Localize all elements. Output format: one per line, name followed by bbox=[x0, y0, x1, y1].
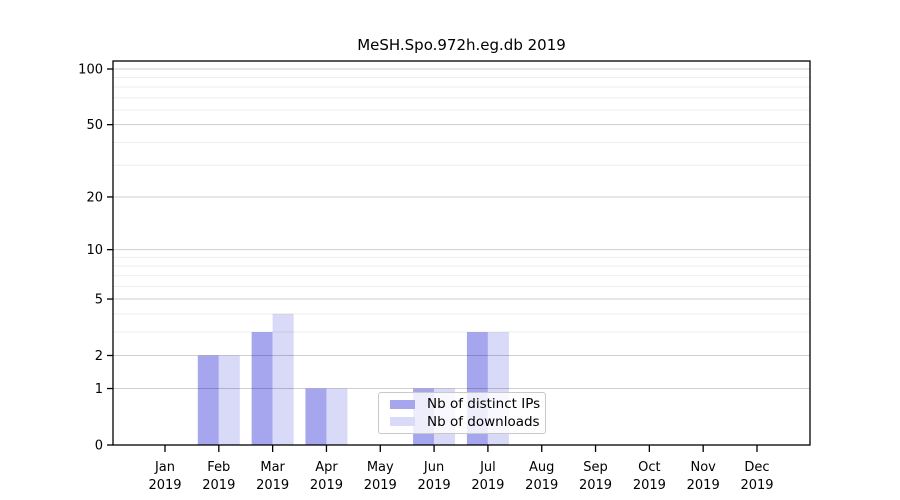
bar-distinct-ips-apr bbox=[305, 388, 327, 445]
bar-downloads-mar bbox=[272, 313, 294, 445]
legend: Nb of distinct IPs Nb of downloads bbox=[378, 392, 546, 434]
x-tick-label-year: 2019 bbox=[579, 478, 612, 493]
legend-label-distinct-ips: Nb of distinct IPs bbox=[427, 396, 541, 413]
x-tick-label-year: 2019 bbox=[471, 478, 504, 493]
x-tick-label-year: 2019 bbox=[148, 478, 181, 493]
y-tick-label: 2 bbox=[95, 349, 103, 364]
x-tick-label-year: 2019 bbox=[310, 478, 343, 493]
y-tick-label: 100 bbox=[78, 63, 103, 78]
x-tick-label-year: 2019 bbox=[740, 478, 773, 493]
legend-swatch-downloads bbox=[390, 417, 415, 427]
y-tick-label: 20 bbox=[86, 190, 103, 205]
chart-title: MeSH.Spo.972h.eg.db 2019 bbox=[357, 36, 566, 54]
legend-item-distinct-ips: Nb of distinct IPs bbox=[390, 396, 541, 413]
axis-frame bbox=[112, 60, 811, 446]
x-tick-label-month: Feb bbox=[207, 460, 230, 475]
y-tick-label: 1 bbox=[95, 382, 103, 397]
bar-downloads-apr bbox=[326, 388, 348, 445]
x-tick-label-month: Dec bbox=[744, 460, 769, 475]
bar-downloads-feb bbox=[218, 355, 240, 445]
y-tick-label: 5 bbox=[95, 293, 103, 308]
y-tick-label: 10 bbox=[86, 243, 103, 258]
x-tick-label-month: Aug bbox=[529, 460, 554, 475]
x-tick-label-year: 2019 bbox=[525, 478, 558, 493]
x-tick-label-month: Mar bbox=[260, 460, 285, 475]
legend-label-downloads: Nb of downloads bbox=[427, 413, 540, 430]
x-tick-label-month: Jun bbox=[423, 460, 444, 475]
x-tick-label-month: Nov bbox=[690, 460, 716, 475]
x-tick-label-year: 2019 bbox=[687, 478, 720, 493]
legend-item-downloads: Nb of downloads bbox=[390, 413, 540, 430]
x-tick-label-month: Jul bbox=[479, 460, 496, 475]
x-tick-label-month: Oct bbox=[638, 460, 660, 475]
x-tick-label-year: 2019 bbox=[418, 478, 451, 493]
y-tick-label: 0 bbox=[95, 439, 103, 454]
bar-distinct-ips-feb bbox=[197, 355, 219, 445]
bar-distinct-ips-mar bbox=[251, 332, 273, 445]
x-tick-label-year: 2019 bbox=[633, 478, 666, 493]
x-tick-label-year: 2019 bbox=[364, 478, 397, 493]
x-tick-label-month: Sep bbox=[583, 460, 608, 475]
legend-swatch-distinct-ips bbox=[390, 399, 415, 409]
x-tick-label-month: Jan bbox=[154, 460, 175, 475]
x-tick-label-year: 2019 bbox=[202, 478, 235, 493]
x-tick-label-year: 2019 bbox=[256, 478, 289, 493]
x-tick-label-month: Apr bbox=[315, 460, 338, 475]
y-tick-label: 50 bbox=[86, 118, 103, 133]
x-tick-label-month: May bbox=[367, 460, 394, 475]
